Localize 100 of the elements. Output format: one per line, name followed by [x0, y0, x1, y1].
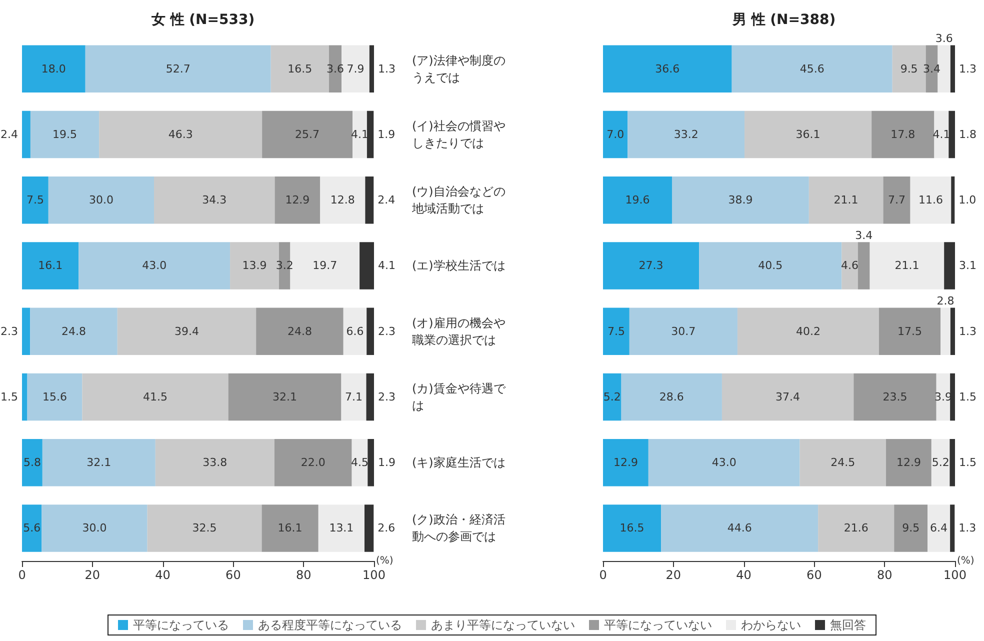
bar	[883, 176, 910, 224]
data-label: 4.1	[350, 128, 368, 141]
bar	[854, 373, 936, 421]
bar	[27, 373, 82, 421]
bar	[603, 504, 662, 552]
bar	[365, 176, 374, 224]
bar	[368, 438, 374, 486]
bar	[872, 110, 934, 158]
bar	[870, 242, 944, 290]
data-label: 1.3	[378, 62, 396, 76]
data-label: 36.6	[655, 62, 680, 76]
y-tick-label: (ク)政治・経済活動への参画では	[412, 512, 506, 544]
bar	[699, 242, 842, 290]
y-tick-label: (ア)法律や制度のうえでは	[412, 53, 506, 84]
data-label: 21.1	[834, 194, 858, 207]
bar	[603, 373, 622, 421]
data-label: 2.3	[378, 324, 396, 338]
data-label: 30.0	[82, 522, 107, 535]
bar	[629, 308, 738, 355]
data-label: 17.5	[898, 324, 922, 338]
y-tick-label: (イ)社会の慣習やしきたりでは	[412, 118, 506, 150]
bar	[842, 242, 858, 290]
x-tick-label: 20	[84, 568, 100, 582]
bar	[800, 438, 886, 486]
bar	[628, 110, 745, 158]
bar	[22, 45, 86, 92]
bar	[950, 373, 955, 421]
x-axis-title: (%)	[376, 556, 394, 566]
bar	[360, 242, 374, 290]
data-label: 40.5	[758, 259, 783, 272]
bar	[732, 45, 892, 92]
data-label: 9.5	[902, 522, 920, 535]
data-label: 1.3	[958, 522, 976, 535]
data-label: 16.5	[288, 62, 312, 76]
bar	[603, 110, 628, 158]
data-label: 12.9	[896, 456, 921, 470]
bar	[22, 308, 30, 355]
data-label: 39.4	[174, 324, 199, 338]
bar	[228, 373, 342, 421]
data-label: 16.5	[620, 522, 644, 535]
bar	[940, 308, 950, 355]
data-label: 15.6	[42, 390, 67, 404]
legend-label: 無回答	[830, 618, 866, 632]
data-label: 7.5	[26, 194, 44, 207]
data-label: 12.8	[330, 194, 355, 207]
y-tick-label: (オ)雇用の機会や職業の選択では	[412, 316, 506, 347]
bar	[42, 504, 148, 552]
bar	[22, 373, 28, 421]
bar	[944, 242, 955, 290]
bar	[256, 308, 344, 355]
data-label: 7.1	[345, 390, 363, 404]
bar	[603, 242, 700, 290]
bar	[951, 176, 955, 224]
data-label: 13.9	[242, 259, 267, 272]
bar	[366, 373, 374, 421]
data-label: 37.4	[776, 390, 800, 404]
bar	[42, 438, 156, 486]
x-axis-title: (%)	[957, 556, 974, 566]
data-label: 11.6	[918, 194, 943, 207]
bar	[22, 504, 42, 552]
bar	[274, 438, 352, 486]
data-label: 5.2	[603, 390, 621, 404]
y-tick-label: (カ)賃金や待遇では	[412, 381, 506, 412]
data-label: 38.9	[728, 194, 753, 207]
x-tick-label: 60	[226, 568, 241, 582]
legend-label: 平等になっていない	[604, 618, 712, 632]
data-label: 4.6	[841, 259, 858, 272]
bar	[603, 176, 672, 224]
bar	[82, 373, 228, 421]
y-tick-label: (エ)学校生活では	[412, 258, 506, 273]
bar	[22, 242, 79, 290]
bar	[928, 504, 950, 552]
bar	[366, 308, 374, 355]
data-label: 1.9	[378, 128, 396, 141]
data-label: 34.3	[202, 194, 227, 207]
bar	[931, 438, 950, 486]
data-label: 7.0	[606, 128, 624, 141]
legend-label: わからない	[741, 618, 801, 632]
bar	[22, 438, 42, 486]
data-label: 17.8	[890, 128, 916, 141]
data-label: 32.1	[86, 456, 112, 470]
data-label: 6.4	[930, 522, 948, 535]
x-tick-label: 0	[18, 568, 26, 582]
y-tick-label: (ウ)自治会などの地域活動では	[411, 184, 506, 216]
bar	[30, 308, 118, 355]
legend-label: 平等になっている	[133, 618, 229, 632]
data-label: 19.6	[625, 194, 650, 207]
bar	[950, 308, 955, 355]
bar	[154, 176, 275, 224]
data-label: 2.6	[378, 522, 396, 535]
data-label: 40.2	[796, 324, 820, 338]
data-label: 52.7	[166, 62, 190, 76]
bar	[274, 176, 320, 224]
data-label: 2.3	[378, 390, 396, 404]
data-label: 1.9	[378, 456, 396, 470]
data-label: 2.3	[0, 324, 18, 338]
data-label: 9.5	[900, 62, 918, 76]
bar	[99, 110, 262, 158]
data-label: 30.7	[671, 324, 696, 338]
data-label: 44.6	[727, 522, 752, 535]
